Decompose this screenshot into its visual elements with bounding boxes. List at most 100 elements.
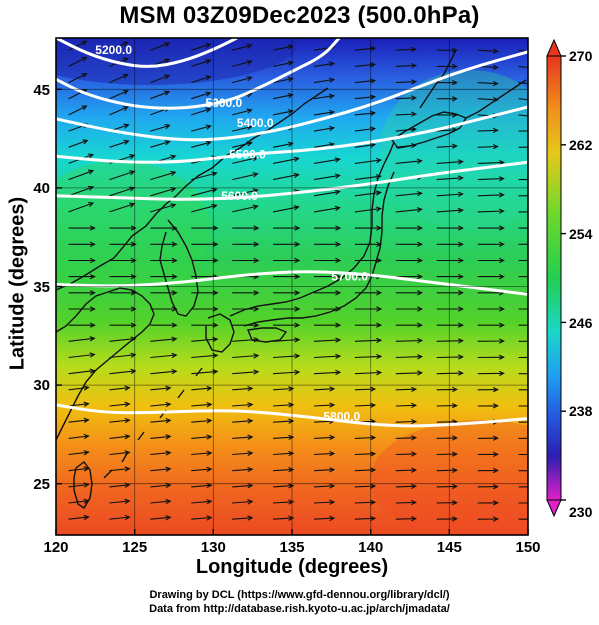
coast-china-east <box>56 287 155 441</box>
wind-arrow <box>232 450 254 456</box>
wind-arrow <box>395 79 418 85</box>
wind-arrow <box>395 418 418 425</box>
wind-arrow <box>232 385 254 392</box>
x-tick-label: 150 <box>515 539 540 556</box>
wind-arrow <box>395 370 424 376</box>
wind-arrow <box>354 467 377 473</box>
wind-arrow <box>395 467 418 473</box>
wind-arrow <box>395 257 424 264</box>
wind-arrow <box>109 385 131 391</box>
wind-arrow <box>150 140 171 148</box>
wind-arrow <box>395 111 418 117</box>
coast-shikoku <box>247 327 288 343</box>
wind-arrow <box>272 76 294 84</box>
wind-arrow <box>150 90 171 100</box>
coast-ryukyu <box>103 367 203 479</box>
wind-arrow <box>150 42 171 51</box>
wind-arrow <box>354 434 377 441</box>
y-tick-label: 25 <box>33 476 50 493</box>
wind-arrow <box>477 435 499 441</box>
wind-arrow <box>314 257 342 264</box>
wind-arrow <box>313 189 341 197</box>
wind-arrow <box>477 306 505 312</box>
coast-korea <box>159 219 199 317</box>
colorbar-body <box>546 55 562 501</box>
wind-arrow <box>68 185 95 197</box>
wind-arrow <box>273 466 295 473</box>
wind-arrow <box>273 353 301 359</box>
wind-arrow <box>436 175 464 181</box>
wind-arrow <box>395 95 418 101</box>
coast-honshu <box>229 141 395 317</box>
wind-arrow <box>436 403 458 409</box>
wind-arrow <box>477 241 505 247</box>
wind-arrow <box>313 61 336 67</box>
wind-arrow <box>436 80 458 86</box>
wind-arrow <box>191 336 219 343</box>
wind-arrow <box>477 386 499 393</box>
wind-arrow <box>518 259 528 262</box>
wind-arrow <box>272 92 294 100</box>
wind-arrow <box>395 435 418 441</box>
wind-arrow <box>150 306 178 312</box>
wind-arrow <box>313 109 336 116</box>
wind-arrow <box>518 502 528 504</box>
colorbar-label: 230 <box>569 504 593 520</box>
wind-arrow <box>109 514 131 521</box>
wind-arrow <box>273 306 301 312</box>
wind-arrow <box>191 434 213 440</box>
wind-arrow <box>354 370 383 376</box>
y-tick-labels: 25 30 35 40 45 <box>33 82 50 493</box>
wind-arrow <box>191 140 212 148</box>
wind-arrow <box>518 178 528 181</box>
wind-arrow <box>354 353 383 360</box>
wind-arrow <box>395 306 424 312</box>
wind-arrow <box>354 290 383 296</box>
wind-arrow <box>150 274 178 280</box>
wind-arrow <box>272 60 294 67</box>
wind-arrow <box>273 386 295 392</box>
chart-title: MSM 03Z09Dec2023 (500.0hPa) <box>119 2 480 29</box>
wind-arrow <box>150 368 178 375</box>
wind-arrow <box>518 211 528 213</box>
wind-arrow <box>354 62 377 68</box>
wind-arrow <box>518 373 528 375</box>
wind-arrow <box>354 402 377 408</box>
wind-arrow <box>313 402 336 408</box>
wind-arrow <box>313 157 341 164</box>
wind-arrow <box>109 417 131 424</box>
wind-arrow <box>354 322 383 328</box>
coast-asia-mainland <box>56 87 329 291</box>
wind-arrow <box>273 257 301 264</box>
wind-arrow <box>273 241 301 247</box>
wind-arrow <box>518 470 528 472</box>
wind-arrow <box>436 306 464 312</box>
wind-arrow <box>477 192 505 198</box>
wind-arrow <box>354 515 377 522</box>
wind-arrow <box>232 402 254 408</box>
colorbar-ticks <box>561 55 566 501</box>
wind-arrow <box>68 201 95 213</box>
wind-arrow <box>68 417 90 423</box>
contour-line-5700 <box>56 270 528 296</box>
wind-arrow <box>109 306 137 312</box>
wind-arrow <box>313 450 336 457</box>
wind-arrow <box>518 356 528 359</box>
wind-arrow <box>313 125 336 132</box>
wind-arrow <box>273 483 295 489</box>
wind-arrow <box>191 352 219 359</box>
wind-arrow <box>232 482 254 489</box>
wind-arrow <box>68 385 90 391</box>
wind-arrow <box>232 434 254 440</box>
wind-arrow <box>354 110 377 116</box>
wind-arrow <box>354 157 382 164</box>
wind-arrow <box>273 450 295 457</box>
contour-label-5700: 5700.0 <box>331 270 368 284</box>
wind-arrow <box>477 451 499 457</box>
wind-arrow <box>68 433 90 440</box>
wind-arrow <box>109 73 129 84</box>
wind-arrow <box>518 130 528 132</box>
wind-arrow <box>354 337 383 344</box>
wind-arrow <box>232 290 260 296</box>
wind-arrow <box>354 78 377 84</box>
